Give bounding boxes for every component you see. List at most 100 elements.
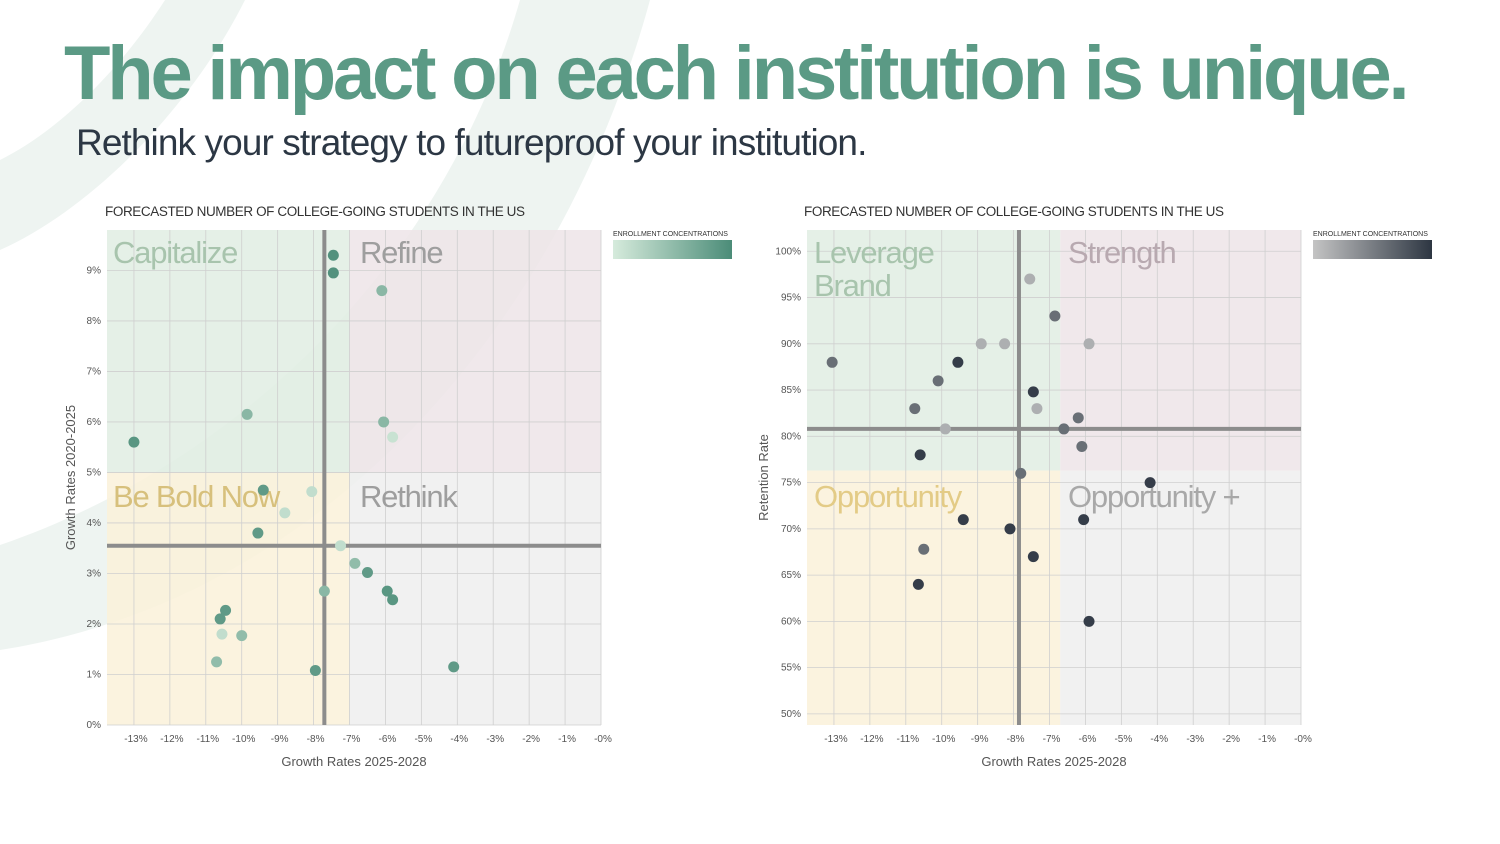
quadrant-label: Refine: [360, 235, 442, 270]
page-title: The impact on each institution is unique…: [64, 31, 1410, 116]
x-tick-label: -4%: [1150, 734, 1168, 745]
y-tick-label: 2%: [87, 619, 102, 630]
x-tick-label: -9%: [271, 734, 289, 745]
y-tick-label: 55%: [781, 663, 801, 674]
data-point: [387, 431, 399, 443]
y-tick-label: 60%: [781, 616, 801, 627]
x-tick-label: -9%: [971, 734, 989, 745]
data-point: [909, 403, 921, 415]
background-arc: [0, 0, 245, 250]
data-point: [318, 585, 330, 597]
data-point: [999, 338, 1011, 350]
legend-title: ENROLLMENT CONCENTRATIONS: [613, 231, 728, 238]
y-tick-label: 70%: [781, 524, 801, 535]
x-tick-label: -5%: [1114, 734, 1132, 745]
y-tick-label: 85%: [781, 385, 801, 396]
x-tick-label: -5%: [414, 734, 432, 745]
data-point: [1024, 273, 1036, 285]
data-point: [309, 664, 321, 676]
data-point: [1027, 551, 1039, 563]
y-tick-label: 8%: [87, 316, 102, 327]
y-tick-label: 4%: [87, 518, 102, 529]
x-tick-label: -6%: [379, 734, 397, 745]
data-point: [952, 356, 964, 368]
y-tick-label: 95%: [781, 293, 801, 304]
data-point: [1015, 467, 1027, 479]
data-point: [1031, 403, 1043, 415]
data-point: [376, 285, 388, 297]
x-tick-label: -10%: [232, 734, 255, 745]
x-tick-label: -0%: [594, 734, 612, 745]
data-point: [957, 514, 969, 526]
x-tick-label: -0%: [1294, 734, 1312, 745]
data-point: [448, 661, 460, 673]
y-tick-label: 90%: [781, 339, 801, 350]
x-axis-label: Growth Rates 2025-2028: [981, 754, 1126, 769]
legend-gradient-bar: [1313, 240, 1432, 259]
y-axis-label: Growth Rates 2020-2025: [63, 405, 78, 550]
data-point: [914, 449, 926, 461]
legend-title: ENROLLMENT CONCENTRATIONS: [1313, 231, 1428, 238]
quadrant-label-line: Brand: [814, 268, 891, 303]
x-tick-label: -1%: [558, 734, 576, 745]
data-point: [939, 423, 951, 435]
legend-gradient-bar: [613, 240, 732, 259]
data-point: [918, 543, 930, 555]
y-tick-label: 50%: [781, 709, 801, 720]
data-point: [257, 484, 269, 496]
quadrant-label: Rethink: [360, 479, 458, 514]
data-point: [378, 416, 390, 428]
data-point: [211, 656, 223, 668]
x-tick-label: -1%: [1258, 734, 1276, 745]
x-tick-label: -2%: [1222, 734, 1240, 745]
x-tick-label: -7%: [343, 734, 361, 745]
data-point: [932, 375, 944, 387]
y-tick-label: 65%: [781, 570, 801, 581]
data-point: [279, 507, 291, 519]
x-tick-label: -11%: [196, 734, 219, 745]
x-tick-label: -13%: [124, 734, 147, 745]
data-point: [252, 527, 264, 539]
x-tick-label: -13%: [824, 734, 847, 745]
data-point: [387, 594, 399, 606]
y-tick-label: 100%: [775, 246, 801, 257]
data-point: [220, 604, 232, 616]
data-point: [216, 628, 228, 640]
x-tick-label: -10%: [932, 734, 955, 745]
x-tick-label: -4%: [450, 734, 468, 745]
x-axis-label: Growth Rates 2025-2028: [281, 754, 426, 769]
y-tick-label: 9%: [87, 265, 102, 276]
data-point: [1078, 514, 1090, 526]
data-point: [912, 578, 924, 590]
x-tick-label: -7%: [1043, 734, 1061, 745]
x-tick-label: -3%: [486, 734, 504, 745]
quadrant-label: Be Bold Now: [113, 479, 281, 514]
data-point: [335, 540, 347, 552]
data-point: [826, 356, 838, 368]
data-point: [306, 486, 318, 498]
data-point: [1049, 310, 1061, 322]
x-tick-label: -11%: [896, 734, 919, 745]
page-subtitle: Rethink your strategy to futureproof you…: [76, 122, 867, 163]
y-axis-label: Retention Rate: [756, 434, 771, 521]
data-point: [236, 630, 248, 642]
data-point: [1083, 615, 1095, 627]
data-point: [1058, 423, 1070, 435]
y-tick-label: 3%: [87, 568, 102, 579]
x-tick-label: -6%: [1079, 734, 1097, 745]
data-point: [214, 613, 226, 625]
x-tick-label: -12%: [160, 734, 183, 745]
x-tick-label: -2%: [522, 734, 540, 745]
data-point: [349, 557, 361, 569]
data-point: [1004, 523, 1016, 535]
data-point: [327, 267, 339, 279]
data-point: [1083, 338, 1095, 350]
data-point: [975, 338, 987, 350]
data-point: [1076, 441, 1088, 453]
chart-title: FORECASTED NUMBER OF COLLEGE-GOING STUDE…: [105, 204, 525, 219]
chart-title: FORECASTED NUMBER OF COLLEGE-GOING STUDE…: [804, 204, 1224, 219]
x-tick-label: -12%: [860, 734, 883, 745]
quadrant-label-line: Leverage: [814, 235, 934, 270]
